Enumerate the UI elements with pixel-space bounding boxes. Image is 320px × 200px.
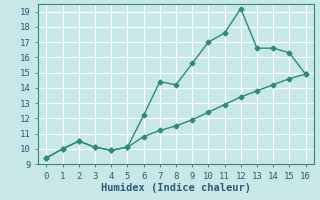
X-axis label: Humidex (Indice chaleur): Humidex (Indice chaleur) bbox=[101, 183, 251, 193]
